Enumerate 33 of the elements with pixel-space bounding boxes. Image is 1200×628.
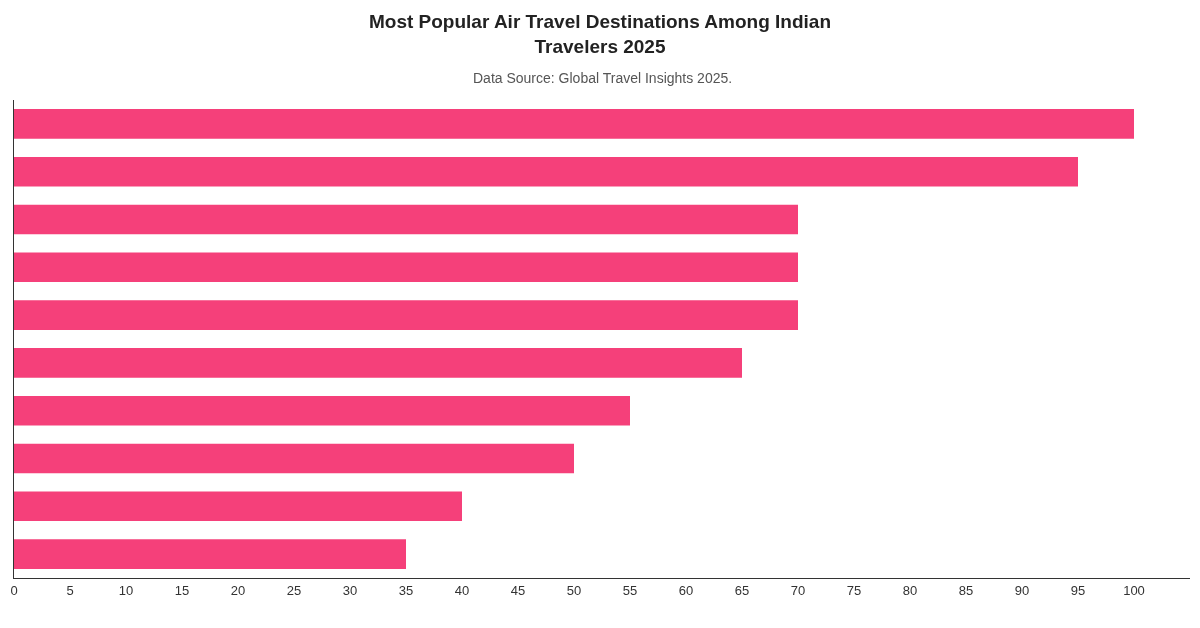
x-tick-label: 70 bbox=[790, 582, 806, 598]
x-tick-label: 100 bbox=[1123, 582, 1145, 598]
x-tick-label: 90 bbox=[1014, 582, 1030, 598]
bar bbox=[14, 539, 406, 569]
bar bbox=[14, 491, 462, 522]
x-tick-label: 30 bbox=[342, 582, 358, 598]
x-tick-label: 20 bbox=[230, 582, 246, 598]
bar bbox=[14, 348, 742, 378]
x-tick-label: 10 bbox=[118, 582, 134, 598]
x-tick-label: 15 bbox=[174, 582, 190, 598]
x-tick-label: 45 bbox=[510, 582, 526, 598]
bar bbox=[14, 300, 798, 330]
x-tick-label: 75 bbox=[846, 582, 862, 598]
x-tick-label: 80 bbox=[902, 582, 918, 598]
bar bbox=[14, 395, 630, 426]
x-tick-label: 25 bbox=[286, 582, 302, 598]
x-tick-label: 50 bbox=[566, 582, 582, 598]
x-tick-label: 5 bbox=[66, 582, 74, 598]
chart-subtitle: Data Source: Global Travel Insights 2025. bbox=[473, 70, 733, 86]
bar bbox=[14, 109, 1134, 139]
bar bbox=[14, 252, 798, 283]
x-tick-label: 85 bbox=[958, 582, 974, 598]
x-tick-label: 95 bbox=[1070, 582, 1086, 598]
bar bbox=[14, 204, 798, 235]
x-tick-label: 35 bbox=[398, 582, 414, 598]
x-tick-label: 55 bbox=[622, 582, 638, 598]
x-tick-label: 40 bbox=[454, 582, 470, 598]
bar bbox=[14, 156, 1078, 187]
x-tick-label: 65 bbox=[734, 582, 750, 598]
bar bbox=[14, 443, 574, 474]
chart-title: Most Popular Air Travel Destinations Among Indian Travelers 2025 bbox=[368, 11, 832, 57]
x-tick-label: 60 bbox=[678, 582, 694, 598]
x-tick-label: 0 bbox=[10, 582, 18, 598]
